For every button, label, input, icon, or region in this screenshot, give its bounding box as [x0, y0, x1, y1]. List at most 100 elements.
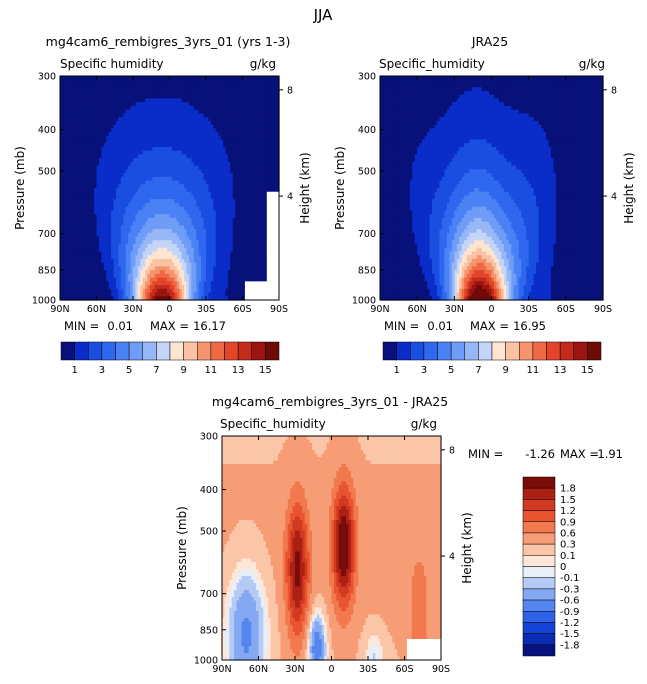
panel1-cell	[220, 288, 224, 294]
panel1-cell	[210, 251, 214, 256]
panel1-cell	[223, 90, 227, 96]
panel1-cell	[257, 270, 261, 275]
panel1-cell	[257, 128, 261, 133]
panel1-cell	[96, 251, 100, 256]
panel1-cell	[167, 296, 171, 301]
panel1-cell	[196, 262, 200, 267]
panel1-cell	[106, 214, 110, 219]
panel1-cell	[242, 240, 246, 245]
panel1-cell	[98, 76, 102, 81]
panel1-cell	[171, 169, 175, 174]
panel1-cell	[208, 210, 212, 215]
panel1-cell	[188, 270, 192, 275]
panel1-cell	[106, 210, 110, 215]
panel1-cell	[244, 76, 248, 81]
panel1-cell	[125, 128, 129, 133]
panel1-cell	[232, 202, 236, 208]
panel1-cell	[62, 180, 66, 185]
panel1-cell	[67, 176, 71, 182]
panel1-cell	[115, 87, 119, 92]
panel1-cell	[203, 143, 207, 148]
panel1-cell	[220, 169, 224, 174]
panel1-cell	[252, 173, 256, 178]
panel1-cell	[188, 113, 192, 118]
panel1-cell	[201, 87, 205, 92]
panel1-cell	[111, 266, 115, 271]
panel1-cell	[181, 143, 185, 148]
panel1-cell	[252, 102, 256, 107]
panel1-cell	[106, 281, 110, 286]
panel1-cell	[159, 210, 163, 215]
panel1-cell	[230, 79, 234, 85]
panel1-cell	[98, 143, 102, 148]
panel1-cell	[159, 173, 163, 178]
panel1-cell	[230, 135, 234, 141]
panel1-cell	[77, 206, 81, 211]
panel1-cell	[67, 132, 71, 137]
panel1-cell	[252, 232, 256, 238]
panel1-cell	[176, 195, 180, 200]
panel1-cell	[152, 292, 156, 297]
panel1-cell	[230, 128, 234, 133]
panel1-cell	[64, 217, 68, 223]
panel1-cell	[77, 132, 81, 137]
panel1-cell	[115, 232, 119, 238]
panel1-cell	[111, 281, 115, 286]
panel1-cell	[191, 184, 195, 189]
panel1-cell	[249, 143, 253, 148]
panel1-cell	[186, 132, 190, 137]
panel1-cell	[101, 128, 105, 133]
panel1-cell	[162, 109, 166, 114]
panel1-cell	[203, 214, 207, 219]
panel1-cell	[227, 83, 231, 88]
panel1-cell	[193, 113, 197, 118]
panel1-cell	[79, 266, 83, 271]
panel1-cell	[86, 191, 90, 197]
panel1-cell	[230, 184, 234, 189]
panel1-cell	[162, 236, 166, 241]
panel1-cell	[201, 229, 205, 234]
panel1-cell	[60, 173, 64, 178]
panel1-cell	[247, 102, 251, 107]
panel1-cell	[62, 229, 66, 234]
panel1-cell	[135, 87, 139, 92]
panel1-cell	[84, 217, 88, 223]
panel1-cell	[244, 90, 248, 96]
panel1-cell	[159, 188, 163, 193]
panel1-cell	[128, 102, 132, 107]
panel1-cell	[147, 285, 151, 290]
panel1-cell	[108, 191, 112, 197]
panel1-cell	[137, 225, 141, 230]
panel1-cell	[118, 217, 122, 223]
panel1-cell	[237, 247, 241, 253]
panel1-cell	[118, 102, 122, 107]
panel1-cell	[257, 202, 261, 208]
panel1-cell	[118, 258, 122, 264]
panel1-cell	[106, 277, 110, 282]
panel1-cell	[184, 255, 188, 260]
panel1-cell	[108, 117, 112, 122]
panel1-cell	[69, 188, 73, 193]
panel1-cell	[210, 169, 214, 174]
panel1-cell	[176, 244, 180, 249]
panel1-cell	[120, 195, 124, 200]
panel1-cell	[171, 120, 175, 126]
panel1-cell	[186, 158, 190, 163]
panel1-cell	[123, 229, 127, 234]
panel1-cell	[171, 292, 175, 297]
panel1-cell	[98, 184, 102, 189]
panel1-cell	[252, 98, 256, 103]
panel1-cell	[210, 281, 214, 286]
panel1-cell	[91, 191, 95, 197]
panel1-cell	[225, 161, 229, 167]
panel1-cell	[147, 296, 151, 301]
panel1-cell	[176, 232, 180, 238]
panel1-cell	[174, 296, 178, 301]
panel1-cell	[91, 199, 95, 204]
panel1-cell	[118, 221, 122, 226]
panel1-cell	[242, 143, 246, 148]
panel1-cell	[225, 255, 229, 260]
panel1-cell	[111, 139, 115, 144]
panel1-cell	[164, 105, 168, 111]
panel1-cell	[247, 266, 251, 271]
